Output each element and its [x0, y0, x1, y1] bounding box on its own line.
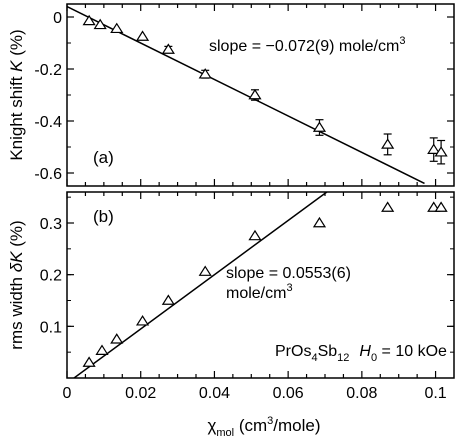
- panel-a-ticks: [66, 4, 454, 186]
- panel-b-fit-line: [72, 192, 328, 378]
- data-point-triangle: [198, 265, 212, 276]
- data-point-triangle: [381, 201, 395, 212]
- panel-a-frame: [66, 3, 455, 187]
- x-tick-label: 0.08: [346, 385, 377, 402]
- data-point-triangle: [434, 146, 448, 157]
- panel-b: 0.1 0.2 0.3 0 0.02 0.04 0.06 0.08 0.1 (b) slope…: [7, 191, 455, 439]
- panel-a-fit-line: [67, 5, 425, 185]
- x-label-sup: 3: [267, 415, 273, 427]
- panel-b-x-tick-labels: 0 0.02 0.04 0.06 0.08 0.1: [63, 385, 447, 402]
- field-symbol: H: [359, 343, 371, 360]
- y-tick-label: 0.2: [40, 268, 62, 285]
- panel-a-label: (a): [93, 148, 114, 167]
- y-tick-label: -0.4: [34, 114, 62, 131]
- panel-a: 0 -0.2 -0.4 -0.6 (a) slope = −0.072(9) mole…: [7, 3, 455, 187]
- data-point-triangle: [135, 315, 150, 326]
- x-label-pre: (cm: [234, 416, 267, 435]
- compound-sub-12: 12: [337, 352, 349, 364]
- panel-b-slope-annotation-line2: mole/cm3: [226, 282, 293, 302]
- field-sub: 0: [371, 352, 377, 364]
- panel-b-slope-annotation-line1: slope = 0.0553(6): [226, 265, 351, 282]
- data-point-triangle: [110, 22, 124, 34]
- compound-pr-os: PrOs: [275, 343, 311, 360]
- x-tick-label: 0.04: [199, 385, 230, 402]
- panel-a-slope-sup: 3: [399, 35, 405, 47]
- data-point-triangle: [248, 88, 262, 100]
- panel-b-y-label-symbol: δK: [7, 251, 26, 272]
- compound-field-label: PrOs4Sb12 H0 = 10 kOe: [275, 343, 447, 364]
- compound-sb: Sb: [318, 343, 338, 360]
- compound-sub-4: 4: [311, 352, 317, 364]
- panel-b-y-label-post: (%): [7, 220, 26, 251]
- panel-a-y-axis-label: Knight shift K (%): [7, 29, 26, 160]
- data-point-triangle: [427, 143, 441, 154]
- x-tick-label: 0: [63, 385, 72, 402]
- data-point-triangle: [434, 201, 448, 212]
- panel-b-points: [82, 201, 448, 367]
- y-tick-label: -0.2: [34, 62, 62, 79]
- panel-a-points: [82, 14, 448, 165]
- panel-a-slope-annotation: slope = −0.072(9) mole/cm3: [209, 35, 405, 55]
- data-point-triangle: [312, 121, 327, 132]
- panel-a-y-label-pre: Knight shift: [7, 72, 26, 161]
- y-tick-label: 0.1: [40, 319, 62, 336]
- panel-b-y-axis-label: rms width δK (%): [7, 220, 26, 349]
- panel-a-y-label-post: (%): [7, 29, 26, 60]
- data-point-triangle: [82, 356, 96, 367]
- data-point-triangle: [82, 14, 96, 26]
- data-point-triangle: [93, 18, 107, 30]
- data-point-triangle: [312, 216, 327, 228]
- x-label-sub: mol: [216, 427, 234, 439]
- panel-b-y-tick-labels: 0.1 0.2 0.3: [40, 216, 62, 336]
- data-point-triangle: [248, 229, 262, 241]
- y-tick-label: -0.6: [34, 166, 62, 183]
- panel-b-frame: [66, 191, 455, 379]
- panel-a-y-label-symbol: K: [7, 60, 26, 72]
- data-point-triangle: [161, 294, 175, 305]
- panel-b-label: (b): [93, 207, 114, 226]
- x-tick-label: 0.06: [273, 385, 304, 402]
- data-point-triangle: [381, 138, 395, 149]
- panel-b-slope-sup: 3: [286, 282, 292, 294]
- data-point-triangle: [135, 30, 150, 41]
- x-label-chi: χ: [207, 416, 216, 435]
- field-value: = 10 kOe: [377, 343, 447, 360]
- data-point-triangle: [198, 68, 212, 79]
- x-tick-label: 0.1: [424, 385, 446, 402]
- y-tick-label: 0: [53, 10, 62, 27]
- panel-a-slope-text: slope = −0.072(9) mole/cm: [209, 38, 399, 55]
- panel-b-y-label-pre: rms width: [7, 272, 26, 349]
- data-point-triangle: [110, 333, 124, 344]
- x-tick-label: 0.02: [125, 385, 156, 402]
- y-tick-label: 0.3: [40, 216, 62, 233]
- data-point-triangle: [95, 344, 109, 355]
- panel-a-y-tick-labels: 0 -0.2 -0.4 -0.6: [34, 10, 62, 183]
- data-point-triangle: [161, 43, 175, 54]
- x-label-post: /mole): [273, 416, 320, 435]
- x-axis-label: χmol (cm3/mole): [207, 415, 320, 439]
- panel-b-slope-unit: mole/cm: [226, 285, 286, 302]
